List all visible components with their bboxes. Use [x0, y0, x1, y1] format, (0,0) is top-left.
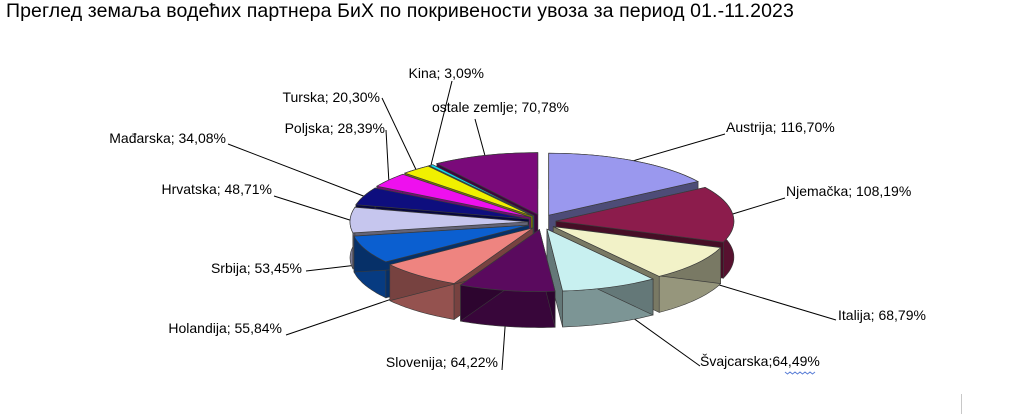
leader-line-ostale-zemlje — [474, 118, 486, 156]
leader-line-njemacka — [732, 197, 786, 215]
pie-slice-austrija — [548, 152, 699, 216]
pie-slice-ostale-zemlje — [435, 152, 539, 216]
slice-label-hrvatska: Hrvatska; 48,71% — [162, 181, 273, 197]
slice-label-kina: Kina; 3,09% — [409, 65, 485, 81]
leader-line-poljska — [385, 129, 390, 181]
divider — [961, 394, 962, 414]
pie-slice-turska — [403, 165, 533, 217]
slice-label-austrija: Austrija; 116,70% — [726, 119, 835, 135]
leader-line-turska — [381, 97, 417, 170]
pie-slice-svajcarska — [546, 228, 655, 292]
slice-label-italija: Italija; 68,79% — [838, 307, 926, 323]
leader-line-kina — [430, 80, 453, 166]
slice-label-ma-arska: Mađarska; 34,08% — [109, 130, 226, 146]
pie-slice-holandija — [388, 227, 534, 284]
pie-slice-poljska — [375, 173, 531, 218]
slice-label-svajcarska: Švajcarska;64,49% — [700, 353, 820, 369]
pie-slice-slovenija — [459, 229, 556, 292]
slice-label-poljska: Poljska; 28,39% — [285, 120, 385, 136]
slice-label-ostale-zemlje: ostale zemlje; 70,78% — [432, 99, 569, 115]
page-title: Преглед земаља водећих партнера БиХ по п… — [6, 0, 794, 22]
pie-slice-ma-arska — [355, 187, 530, 220]
pie-slice-italija — [553, 226, 722, 277]
leader-line-hrvatska — [273, 195, 351, 221]
slice-label-turska: Turska; 20,30% — [282, 89, 380, 105]
leader-line-austrija — [633, 133, 726, 162]
slice-label-srbija: Srbija; 53,45% — [211, 260, 302, 276]
pie-slice-njemacka — [555, 187, 735, 243]
spellcheck-underline — [784, 371, 816, 375]
leader-lines — [227, 80, 837, 371]
slice-label-slovenija: Slovenija; 64,22% — [386, 354, 498, 370]
slice-label-njemacka: Njemačka; 108,19% — [786, 183, 911, 199]
pie-slice-kina — [428, 164, 535, 217]
slices-top — [349, 152, 735, 292]
slice-labels: Austrija; 116,70% Njemačka; 108,19% Italij… — [109, 65, 926, 375]
leader-line-ma-arska — [227, 143, 364, 197]
slice-label-holandija: Holandija; 55,84% — [168, 320, 282, 336]
pie-slice-srbija — [353, 224, 530, 263]
pie-slice-hrvatska — [349, 206, 529, 234]
